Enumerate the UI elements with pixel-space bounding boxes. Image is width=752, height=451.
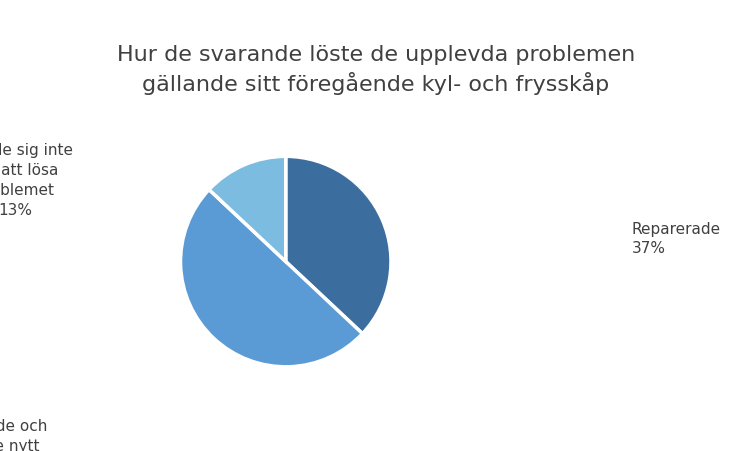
Text: Slängde och
köpte nytt
50%: Slängde och köpte nytt 50% (0, 419, 47, 451)
Wedge shape (286, 156, 391, 334)
Text: Brydde sig inte
om att lösa
problemet
13%: Brydde sig inte om att lösa problemet 13… (0, 143, 73, 217)
Wedge shape (209, 156, 286, 262)
Wedge shape (180, 189, 362, 367)
Text: Reparerade
37%: Reparerade 37% (632, 221, 721, 257)
Text: Hur de svarande löste de upplevda problemen
gällande sitt föregående kyl- och fr: Hur de svarande löste de upplevda proble… (117, 45, 635, 95)
